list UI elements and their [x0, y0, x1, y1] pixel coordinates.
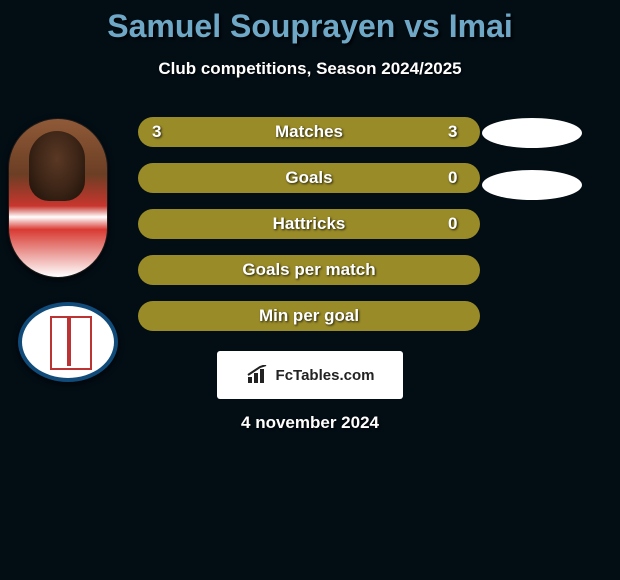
stat-row: Hattricks 0 — [138, 209, 480, 239]
brand-label: FcTables.com — [276, 367, 375, 384]
stat-left-value: 3 — [152, 122, 170, 142]
page-title: Samuel Souprayen vs Imai — [0, 8, 620, 45]
stat-label: Hattricks — [170, 214, 448, 234]
stat-label: Goals — [170, 168, 448, 188]
footer-date: 4 november 2024 — [0, 413, 620, 433]
player2-club-placeholder — [482, 170, 582, 200]
page-subtitle: Club competitions, Season 2024/2025 — [0, 59, 620, 79]
stat-row: 3 Matches 3 — [138, 117, 480, 147]
comparison-bars: 3 Matches 3 Goals 0 Hattricks 0 Goals pe… — [138, 117, 480, 331]
widget-root: Samuel Souprayen vs Imai Club competitio… — [0, 0, 620, 433]
stat-row: Min per goal — [138, 301, 480, 331]
stat-right-value: 0 — [448, 168, 466, 188]
player1-club-badge — [18, 302, 118, 382]
bar-chart-icon — [246, 365, 270, 385]
stat-label: Matches — [170, 122, 448, 142]
brand-attribution[interactable]: FcTables.com — [217, 351, 403, 399]
left-avatar-column — [8, 118, 118, 382]
stat-label: Min per goal — [152, 306, 466, 326]
stat-right-value: 3 — [448, 122, 466, 142]
player1-avatar — [8, 118, 108, 278]
player2-avatar-placeholder — [482, 118, 582, 148]
stat-label: Goals per match — [152, 260, 466, 280]
stat-row: Goals 0 — [138, 163, 480, 193]
stat-right-value: 0 — [448, 214, 466, 234]
right-avatar-column — [482, 118, 602, 222]
stat-row: Goals per match — [138, 255, 480, 285]
